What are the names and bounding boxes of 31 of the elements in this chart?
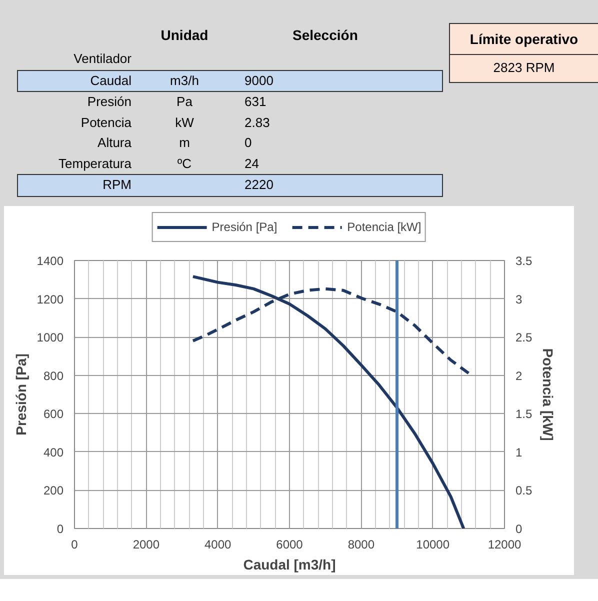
y2-axis-title: Potencia [kW] (540, 348, 556, 441)
x-tick-label: 4000 (204, 538, 232, 552)
y2-tick-label: 1 (516, 445, 522, 460)
legend-label: Potencia [kW] (347, 220, 422, 234)
y-tick-label: 1200 (36, 292, 64, 306)
x-tick-label: 6000 (276, 538, 304, 552)
line-series (191, 275, 466, 528)
x-tick-label: 2000 (132, 538, 160, 552)
y2-tick-label: 3 (516, 292, 522, 306)
y-tick-label: 200 (43, 484, 64, 498)
y-tick-label: 400 (43, 445, 64, 460)
y2-tick-label: 2.5 (516, 330, 533, 345)
y-axis-title: Presión [Pa] (12, 354, 29, 436)
y-tick-label: 800 (43, 368, 64, 383)
x-tick-label: 0 (71, 538, 78, 552)
y-tick-label: 1400 (36, 254, 64, 268)
y2-tick-label: 3.5 (516, 254, 533, 268)
legend-label: Presión [Pa] (212, 220, 278, 234)
y-tick-label: 0 (56, 522, 64, 536)
y-tick-label: 600 (43, 407, 64, 422)
y2-tick-label: 2 (516, 368, 522, 383)
x-tick-label: 10000 (416, 538, 450, 552)
category-label: Unidad (160, 26, 210, 45)
x-axis-title: Caudal [m3/h] (243, 556, 336, 572)
y2-tick-label: 0 (516, 522, 522, 536)
y2-tick-label: 0.5 (516, 484, 533, 498)
y2-tick-label: 1.5 (516, 407, 533, 422)
x-tick-label: 12000 (488, 538, 522, 552)
x-tick-label: 8000 (348, 538, 375, 552)
y-tick-label: 1000 (36, 330, 64, 345)
category-label: Selección (292, 26, 359, 45)
